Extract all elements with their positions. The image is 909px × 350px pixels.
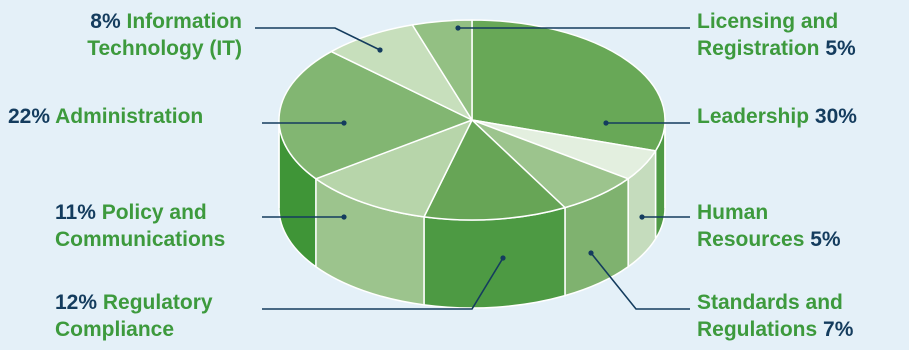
label-licensing-pct: 5% — [825, 37, 856, 60]
label-leadership: Leadership 30% — [697, 103, 857, 130]
label-licensing: Licensing and Registration 5% — [697, 8, 856, 62]
pie-slice-leadership — [471, 19, 666, 152]
label-standards-line2: Regulations — [697, 318, 818, 341]
leader-dot-regulatory — [500, 255, 506, 261]
label-it-line1: Information — [126, 10, 243, 33]
label-human-resources: Human Resources 5% — [697, 199, 841, 253]
label-administration-pct: 22% — [8, 105, 51, 128]
leader-dot-licensing — [455, 25, 461, 31]
leader-dot-leadership — [603, 120, 609, 126]
label-policy: 11% Policy and Communications — [55, 199, 225, 253]
label-regulatory-pct: 12% — [55, 291, 98, 314]
pie-slice-information-technology-it — [330, 24, 473, 121]
label-standards-pct: 7% — [823, 318, 854, 341]
label-regulatory-line2: Compliance — [55, 318, 175, 341]
leader-dot-it — [377, 47, 383, 53]
leader-line-it — [255, 27, 381, 51]
leader-dot-policy — [341, 214, 347, 220]
label-regulatory: 12% Regulatory Compliance — [55, 289, 213, 343]
label-it: 8% Information Technology (IT) — [87, 8, 242, 62]
pie-side-regulatory-compliance — [423, 206, 566, 309]
label-administration-name: Administration — [55, 105, 204, 128]
leader-dot-administration — [341, 120, 347, 126]
pie-slice-licensing-and-registration — [411, 19, 473, 121]
label-it-line2: Technology (IT) — [87, 37, 242, 60]
label-human-resources-pct: 5% — [810, 228, 841, 251]
label-standards: Standards and Regulations 7% — [697, 289, 853, 343]
pie-slice-regulatory-compliance — [423, 119, 566, 221]
leader-line-standards — [590, 252, 690, 310]
label-standards-line1: Standards and — [697, 291, 843, 314]
label-human-resources-line2: Resources — [697, 228, 805, 251]
leader-dot-standards — [588, 250, 594, 256]
label-policy-line2: Communications — [55, 228, 226, 251]
leader-dot-human-resources — [639, 214, 645, 220]
label-licensing-line2: Registration — [697, 37, 820, 60]
pie-slice-administration — [278, 50, 473, 180]
pie-slice-policy-and-communications — [315, 119, 473, 218]
leader-line-regulatory — [262, 257, 504, 310]
label-administration: 22% Administration — [8, 103, 203, 130]
label-leadership-name: Leadership — [697, 105, 810, 128]
label-human-resources-line1: Human — [697, 201, 769, 224]
label-leadership-pct: 30% — [814, 105, 857, 128]
label-licensing-line1: Licensing and — [697, 10, 839, 33]
label-policy-pct: 11% — [55, 201, 96, 224]
label-it-pct: 8% — [90, 10, 121, 33]
label-regulatory-line1: Regulatory — [102, 291, 213, 314]
label-policy-line1: Policy and — [101, 201, 207, 224]
